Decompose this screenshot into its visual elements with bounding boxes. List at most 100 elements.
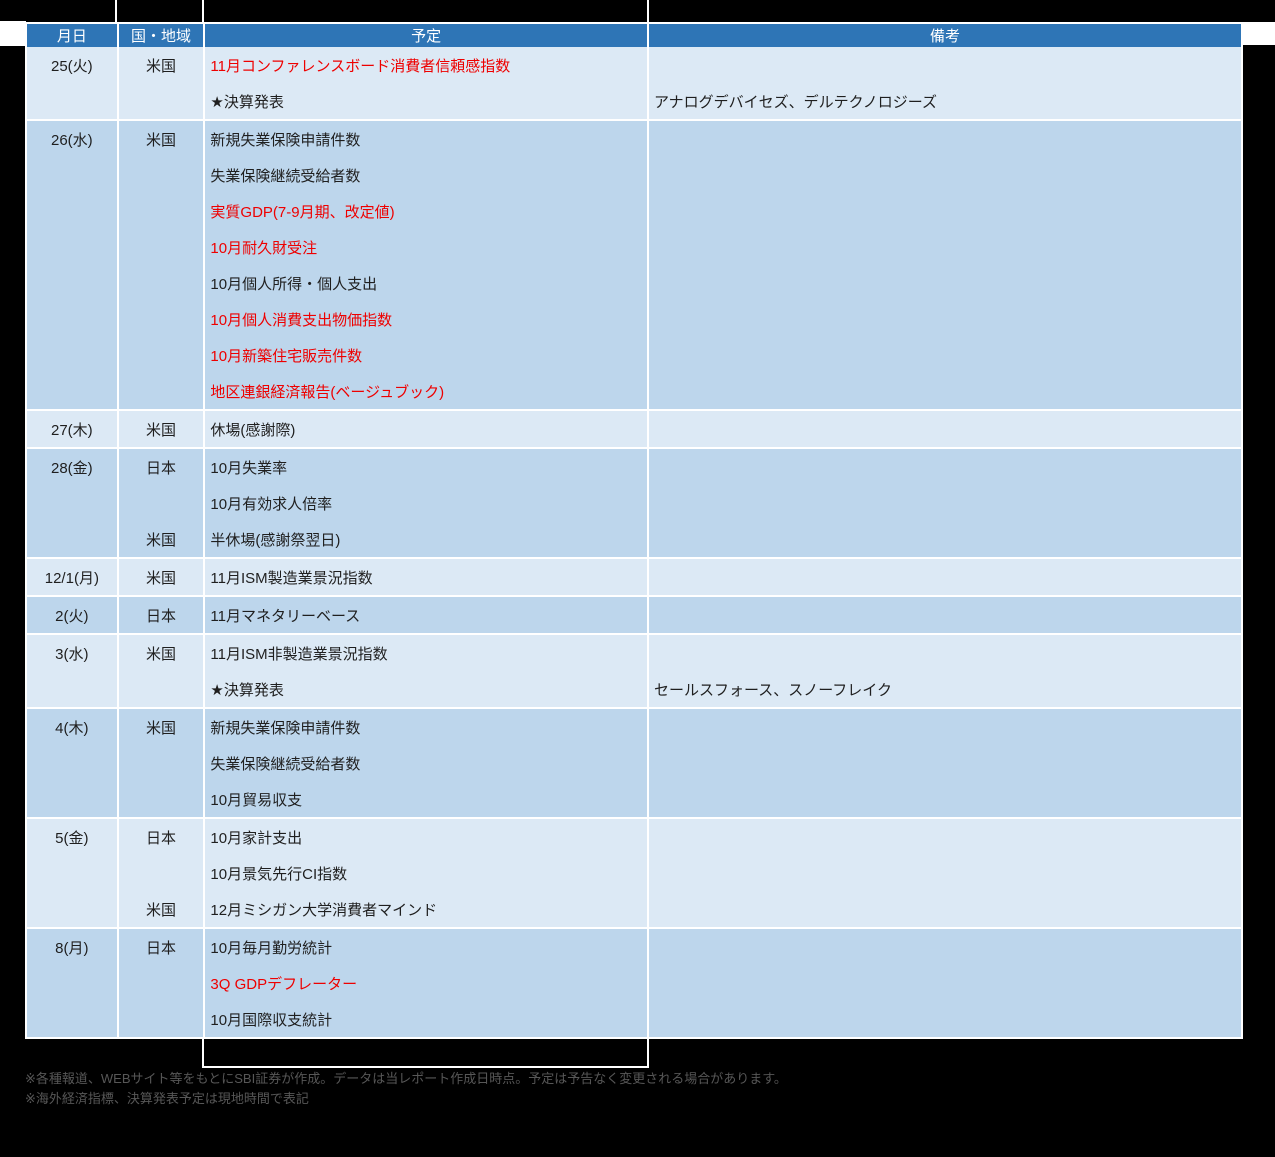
- country-cell: 日本: [116, 929, 204, 1037]
- remark-text: [649, 745, 1241, 781]
- footnote-line: ※海外経済指標、決算発表予定は現地時間で表記: [25, 1091, 309, 1106]
- date-cell: 28(金): [27, 449, 117, 557]
- date-label: 28(金): [51, 459, 93, 477]
- date-cell: 26(水): [27, 121, 117, 409]
- schedule-item: ★決算発表: [210, 93, 284, 111]
- remark-text: [649, 301, 1241, 337]
- schedule-item: 10月耐久財受注: [210, 239, 318, 257]
- remark-text: [649, 1001, 1241, 1037]
- schedule-item: 11月マネタリーベース: [210, 607, 361, 625]
- date-label: 2(火): [55, 607, 89, 625]
- date-cell: 25(火): [27, 47, 117, 119]
- date-label: 4(木): [55, 719, 89, 737]
- schedule-item: 新規失業保険申請件数: [210, 131, 361, 149]
- country-label: 米国: [146, 531, 177, 549]
- date-label: 12/1(月): [44, 569, 99, 587]
- date-label: 3(水): [55, 645, 89, 663]
- schedule-item: 10月国際収支統計: [210, 1011, 333, 1029]
- table-row: 4(木) 米国 新規失業保険申請件数 失業保険継続受給者数 10月貿易収支: [27, 707, 1241, 817]
- country-label: [119, 373, 204, 409]
- schedule-item: 10月個人所得・個人支出: [210, 275, 378, 293]
- country-label: [119, 265, 204, 301]
- country-cell: 日本 米国: [116, 819, 204, 927]
- table-row: 27(木) 米国 休場(感謝際): [27, 409, 1241, 447]
- remark-cell: [646, 559, 1241, 595]
- empty-schedule-cell: [202, 1039, 649, 1068]
- schedule-cell: 新規失業保険申請件数 失業保険継続受給者数 10月貿易収支: [203, 709, 647, 817]
- schedule-cell: 11月コンファレンスボード消費者信頼感指数 ★決算発表: [203, 47, 647, 119]
- remark-cell: [646, 411, 1241, 447]
- country-label: 日本: [146, 607, 177, 625]
- header-left-white-block: [0, 21, 26, 46]
- country-label: [119, 965, 204, 1001]
- remark-cell: アナログデバイセズ、デルテクノロジーズ: [646, 47, 1241, 119]
- remark-text: [649, 449, 1241, 485]
- header-date: 月日: [56, 28, 87, 45]
- remark-cell: [646, 709, 1241, 817]
- date-label: 8(月): [55, 939, 89, 957]
- remark-text: [649, 229, 1241, 265]
- remark-text: [649, 819, 1241, 855]
- date-label: 27(木): [51, 421, 93, 439]
- table-row: 3(水) 米国 11月ISM非製造業景況指数 ★決算発表 セールスフォース、スノーフレイ…: [27, 633, 1241, 707]
- country-label: [119, 229, 204, 265]
- country-cell: 米国: [116, 559, 204, 595]
- country-cell: 米国: [116, 635, 204, 707]
- footnote-line: ※各種報道、WEBサイト等をもとにSBI証券が作成。データは当レポート作成日時点…: [25, 1071, 787, 1086]
- schedule-item: 11月ISM非製造業景況指数: [210, 645, 388, 663]
- schedule-item: 11月コンファレンスボード消費者信頼感指数: [210, 57, 511, 75]
- schedule-cell: 10月失業率 10月有効求人倍率 半休場(感謝祭翌日): [203, 449, 647, 557]
- schedule-item: 10月毎月勤労統計: [210, 939, 333, 957]
- schedule-item: 10月家計支出: [210, 829, 303, 847]
- schedule-item: 3Q GDPデフレーター: [210, 975, 358, 993]
- country-label: 米国: [146, 901, 177, 919]
- remark-text: [649, 855, 1241, 891]
- remark-text: [649, 635, 1241, 671]
- date-label: 5(金): [55, 829, 89, 847]
- table-row: 26(水) 米国 新規失業保険申請件数 失業保険継続受給者数 実質GDP(7-9月期、改…: [27, 119, 1241, 409]
- country-label: [119, 855, 204, 891]
- date-cell: 3(水): [27, 635, 117, 707]
- remark-text: [649, 485, 1241, 521]
- schedule-cell: 11月ISM製造業景況指数: [203, 559, 647, 595]
- economic-calendar-table: 月日 国・地域 予定 備考 25(火) 米国 11月コンファレンスボード消費者信頼感…: [25, 22, 1243, 1068]
- header-right-white-block: [1243, 22, 1275, 45]
- remark-text: [649, 121, 1241, 157]
- schedule-cell: 10月家計支出 10月景気先行CI指数 12月ミシガン大学消費者マインド: [203, 819, 647, 927]
- schedule-item: 失業保険継続受給者数: [210, 755, 361, 773]
- schedule-item: ★決算発表: [210, 681, 284, 699]
- country-label: [119, 671, 204, 707]
- country-cell: 日本 米国: [116, 449, 204, 557]
- country-label: [119, 485, 204, 521]
- remark-text: [649, 193, 1241, 229]
- remark-cell: [646, 449, 1241, 557]
- schedule-item: 10月有効求人倍率: [210, 495, 333, 513]
- country-label: [119, 337, 204, 373]
- schedule-item: 10月新築住宅販売件数: [210, 347, 363, 365]
- country-label: [119, 745, 204, 781]
- table-row: 28(金) 日本 米国 10月失業率 10月有効求人倍率 半休場(感謝祭翌日): [27, 447, 1241, 557]
- table-header-row: 月日 国・地域 予定 備考: [27, 24, 1241, 47]
- country-label: 米国: [146, 645, 177, 663]
- country-label: [119, 83, 204, 119]
- remark-text: [649, 47, 1241, 83]
- schedule-item: 11月ISM製造業景況指数: [210, 569, 373, 587]
- date-cell: 4(木): [27, 709, 117, 817]
- remark-text: [649, 709, 1241, 745]
- remark-text: [649, 373, 1241, 409]
- remark-text: [649, 891, 1241, 927]
- country-cell: 米国: [116, 411, 204, 447]
- schedule-item: 地区連銀経済報告(ベージュブック): [210, 383, 445, 401]
- schedule-cell: 休場(感謝際): [203, 411, 647, 447]
- country-cell: 日本: [116, 597, 204, 633]
- remark-cell: [646, 121, 1241, 409]
- schedule-cell: 新規失業保険申請件数 失業保険継続受給者数 実質GDP(7-9月期、改定値) 10月耐…: [203, 121, 647, 409]
- schedule-item: 半休場(感謝祭翌日): [210, 531, 341, 549]
- table-body: 25(火) 米国 11月コンファレンスボード消費者信頼感指数 ★決算発表 アナログデバイ…: [27, 47, 1241, 1037]
- date-cell: 2(火): [27, 597, 117, 633]
- date-label: 26(水): [51, 131, 93, 149]
- table-row: 2(火) 日本 11月マネタリーベース: [27, 595, 1241, 633]
- country-label: 日本: [146, 829, 177, 847]
- country-label: [119, 157, 204, 193]
- schedule-item: 10月景気先行CI指数: [210, 865, 348, 883]
